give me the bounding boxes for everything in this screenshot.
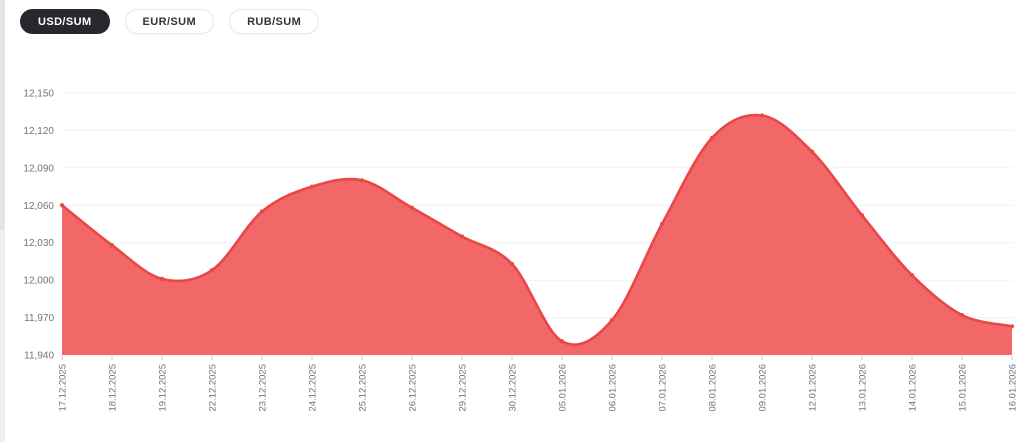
data-point-marker[interactable]: [109, 243, 115, 248]
data-point-marker[interactable]: [759, 113, 765, 118]
x-axis-date-label: 25.12.2025: [358, 364, 369, 412]
x-axis-date-label: 23.12.2025: [258, 364, 269, 412]
x-axis-date-label: 14.01.2026: [908, 364, 919, 412]
data-point-marker[interactable]: [359, 178, 365, 183]
scrollbar-thumb[interactable]: [0, 0, 5, 230]
data-point-marker[interactable]: [609, 317, 615, 323]
tab-eur-sum[interactable]: EUR/SUM: [124, 9, 215, 34]
x-axis-date-label: 16.01.2026: [1008, 364, 1019, 412]
tab-usd-sum[interactable]: USD/SUM: [20, 9, 110, 34]
x-axis-date-label: 06.01.2026: [608, 364, 619, 412]
data-point-marker[interactable]: [159, 276, 165, 281]
data-point-marker[interactable]: [209, 268, 215, 273]
x-axis-date-label: 24.12.2025: [308, 364, 319, 412]
x-axis-date-label: 12.01.2026: [808, 364, 819, 412]
rate-series-area: [62, 115, 1012, 356]
x-axis-date-label: 17.12.2025: [58, 364, 69, 412]
x-axis-date-label: 09.01.2026: [758, 364, 769, 412]
data-point-marker[interactable]: [959, 312, 965, 318]
y-axis-label: 12,090: [23, 163, 54, 174]
data-point-marker[interactable]: [459, 234, 465, 239]
y-axis-label: 11,970: [24, 313, 54, 324]
data-point-marker[interactable]: [309, 184, 315, 189]
y-axis-label: 12,000: [23, 276, 54, 287]
x-axis-date-label: 15.01.2026: [958, 364, 969, 412]
x-axis-date-label: 08.01.2026: [708, 364, 719, 412]
y-axis-label: 12,060: [23, 201, 54, 212]
x-axis-date-label: 22.12.2025: [208, 364, 219, 412]
data-point-marker[interactable]: [659, 221, 665, 227]
y-axis-label: 11,940: [24, 351, 54, 362]
x-axis-date-label: 26.12.2025: [408, 364, 419, 412]
x-axis-date-label: 18.12.2025: [108, 364, 119, 412]
x-axis-date-label: 07.01.2026: [658, 364, 669, 412]
y-axis-label: 12,150: [23, 89, 54, 100]
data-point-marker[interactable]: [1009, 324, 1015, 329]
data-point-marker[interactable]: [809, 149, 815, 154]
data-point-marker[interactable]: [509, 261, 515, 267]
x-axis-date-label: 05.01.2026: [558, 364, 569, 412]
x-axis-date-label: 13.01.2026: [858, 364, 869, 412]
tab-rub-sum[interactable]: RUB/SUM: [229, 9, 320, 34]
y-axis-label: 12,030: [23, 238, 54, 249]
x-axis-date-label: 30.12.2025: [508, 364, 519, 412]
x-axis-date-label: 29.12.2025: [458, 364, 469, 412]
data-point-marker[interactable]: [59, 203, 65, 208]
data-point-marker[interactable]: [409, 205, 415, 210]
data-point-marker[interactable]: [709, 135, 715, 141]
y-axis-label: 12,120: [23, 126, 54, 137]
currency-tabs: USD/SUM EUR/SUM RUB/SUM: [20, 9, 320, 34]
x-axis-date-label: 19.12.2025: [158, 364, 169, 412]
scrollbar-track[interactable]: [0, 0, 5, 442]
data-point-marker[interactable]: [909, 273, 915, 278]
data-point-marker[interactable]: [259, 209, 265, 214]
data-point-marker[interactable]: [559, 339, 565, 344]
data-point-marker[interactable]: [859, 213, 865, 218]
